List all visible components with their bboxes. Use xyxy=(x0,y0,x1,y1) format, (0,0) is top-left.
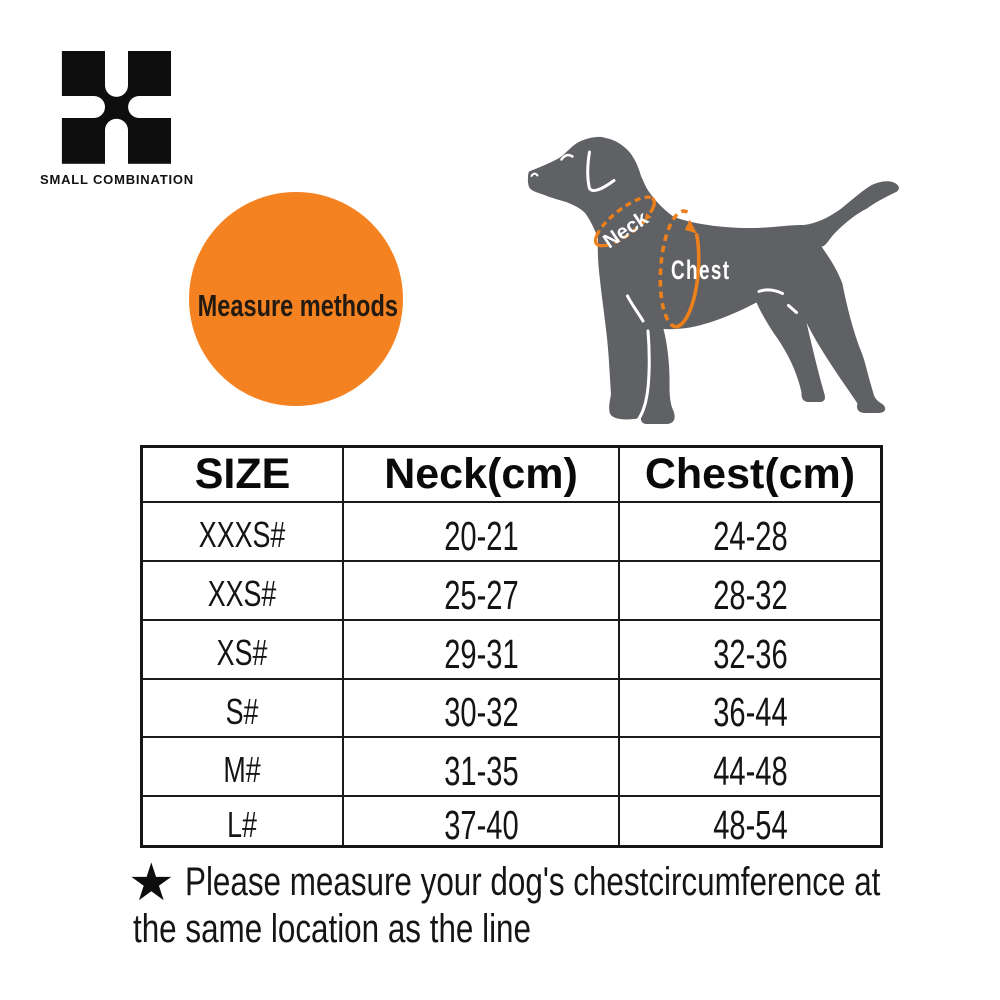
svg-text:Chest: Chest xyxy=(671,255,730,285)
